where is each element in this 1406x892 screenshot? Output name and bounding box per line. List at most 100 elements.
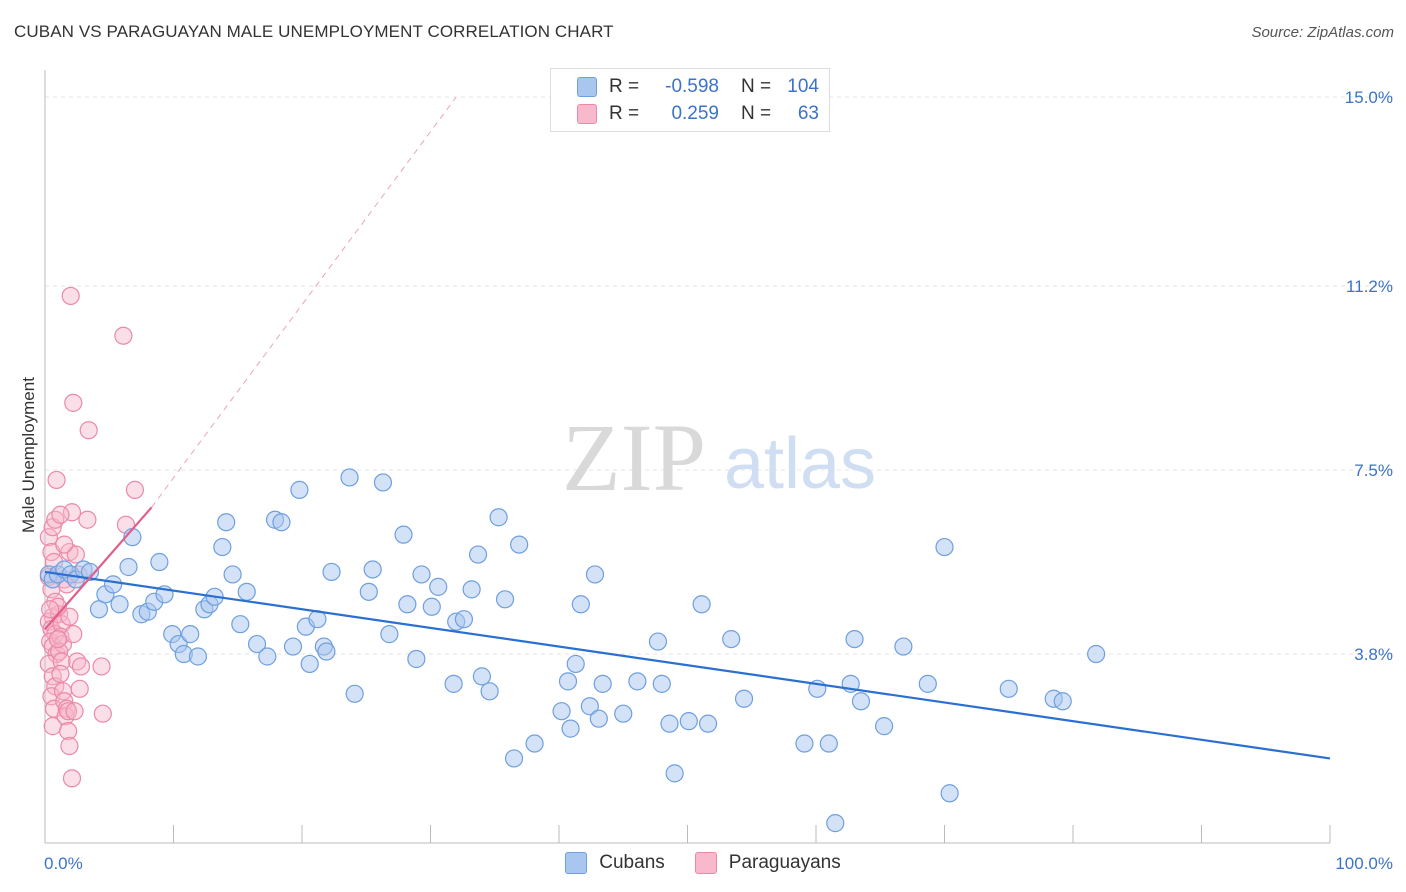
y-tick-label: 11.2% xyxy=(1346,277,1393,296)
cubans-point xyxy=(1087,644,1106,664)
legend-r-label: R = xyxy=(609,103,640,124)
watermark: ZIP atlas xyxy=(562,404,876,511)
cubans-point xyxy=(722,629,741,649)
cubans-point xyxy=(489,508,508,527)
paraguayans-point xyxy=(65,702,84,721)
paraguayans-point xyxy=(60,736,79,756)
paraguayans-point xyxy=(56,707,75,726)
cubans-point xyxy=(593,674,612,693)
legend-r-value: 0.259 xyxy=(671,103,719,124)
legend-item-paraguayans[interactable]: Paraguayans xyxy=(694,852,841,874)
axes xyxy=(44,70,1331,844)
cubans-point xyxy=(734,689,754,708)
cubans-point xyxy=(826,814,845,833)
cubans-point xyxy=(495,590,515,609)
cubans-point xyxy=(1053,692,1072,711)
cubans-point xyxy=(935,537,954,557)
legend-swatch-cubans xyxy=(565,852,588,874)
legend-n-value: 104 xyxy=(787,76,819,97)
cubans-point xyxy=(652,674,671,693)
paraguayans-point xyxy=(55,535,74,554)
cubans-point xyxy=(472,667,491,686)
legend-r-value: -0.598 xyxy=(665,76,719,97)
cubans-trend-line xyxy=(44,570,1331,760)
series-legend: Cubans Paraguayans xyxy=(0,852,1406,874)
cubans-point xyxy=(918,674,937,693)
paraguayans-point xyxy=(39,528,58,547)
cubans-point xyxy=(692,595,711,614)
legend-label-paraguayans: Paraguayans xyxy=(728,852,841,873)
y-axis-label: Male Unemployment xyxy=(19,377,38,533)
cubans-point xyxy=(290,480,309,499)
cubans-point xyxy=(188,647,208,666)
cubans-point xyxy=(223,565,242,584)
paraguayans-point xyxy=(62,769,82,788)
cubans-point xyxy=(429,577,448,596)
paraguayans-point xyxy=(64,625,83,644)
cubans-point xyxy=(845,629,864,649)
legend-swatch-cubans xyxy=(577,77,597,97)
y-tick-label: 15.0% xyxy=(1345,88,1393,107)
paraguayans-point xyxy=(64,393,83,412)
cubans-point xyxy=(119,557,138,577)
paraguayans-point xyxy=(59,702,78,721)
cubans-point xyxy=(851,692,871,711)
trend-lines xyxy=(44,96,1331,760)
legend-item-cubans[interactable]: Cubans xyxy=(565,852,665,874)
paraguayans-point xyxy=(47,470,66,490)
paraguayans-point xyxy=(51,664,70,684)
cubans-point xyxy=(698,714,718,733)
paraguayans-trend-extension xyxy=(151,96,457,508)
legend-swatch-paraguayans xyxy=(694,852,717,874)
cubans-point xyxy=(300,654,319,674)
cubans-point xyxy=(340,468,359,487)
cubans-point xyxy=(237,582,256,601)
paraguayans-point xyxy=(61,286,80,306)
cubans-point xyxy=(571,595,590,614)
cubans-point xyxy=(795,734,814,753)
cubans-point xyxy=(480,682,499,701)
cubans-point xyxy=(345,684,364,703)
cubans-point xyxy=(679,712,698,731)
cubans-point xyxy=(150,552,169,572)
cubans-point xyxy=(80,562,100,582)
source-label: Source: ZipAtlas.com xyxy=(1251,24,1394,41)
legend-label-cubans: Cubans xyxy=(599,852,665,873)
cubans-point xyxy=(231,615,250,634)
cubans-point xyxy=(258,647,277,666)
cubans-point xyxy=(468,545,488,564)
paraguayans-point xyxy=(48,629,67,649)
cubans-point xyxy=(614,704,633,723)
legend-n-value: 63 xyxy=(797,103,819,124)
paraguayans-point xyxy=(41,600,60,619)
gridlines xyxy=(45,96,1393,655)
watermark-zip: ZIP xyxy=(562,404,706,511)
cubans-point xyxy=(422,597,441,616)
x-tick-labels: 0.0% 100.0% xyxy=(44,854,1393,873)
paraguayans-point xyxy=(60,607,79,626)
cubans-point xyxy=(819,734,838,753)
cubans-point xyxy=(504,749,524,768)
cubans-point xyxy=(213,537,232,557)
cubans-point xyxy=(894,637,913,656)
cubans-point xyxy=(359,582,378,601)
x-tick-label: 0.0% xyxy=(44,854,83,873)
cubans-point xyxy=(561,719,580,738)
cubans-point xyxy=(380,625,399,644)
cubans-point xyxy=(394,525,413,544)
cubans-point xyxy=(317,642,336,661)
cubans-point xyxy=(181,625,200,644)
legend-row-cubans: R = -0.598 N = 104 xyxy=(577,74,819,100)
cubans-point xyxy=(322,562,341,582)
cubans-point xyxy=(398,595,417,614)
paraguayans-point xyxy=(51,505,70,524)
cubans-point xyxy=(525,734,544,753)
cubans-point xyxy=(510,535,529,554)
cubans-point xyxy=(407,649,426,669)
y-tick-label: 7.5% xyxy=(1354,461,1393,480)
paraguayans-point xyxy=(78,510,97,529)
legend-n-label: N = xyxy=(741,103,772,124)
legend-r-label: R = xyxy=(609,76,640,97)
y-tick-labels: 3.8% 7.5% 11.2% 15.0% xyxy=(1345,88,1393,664)
